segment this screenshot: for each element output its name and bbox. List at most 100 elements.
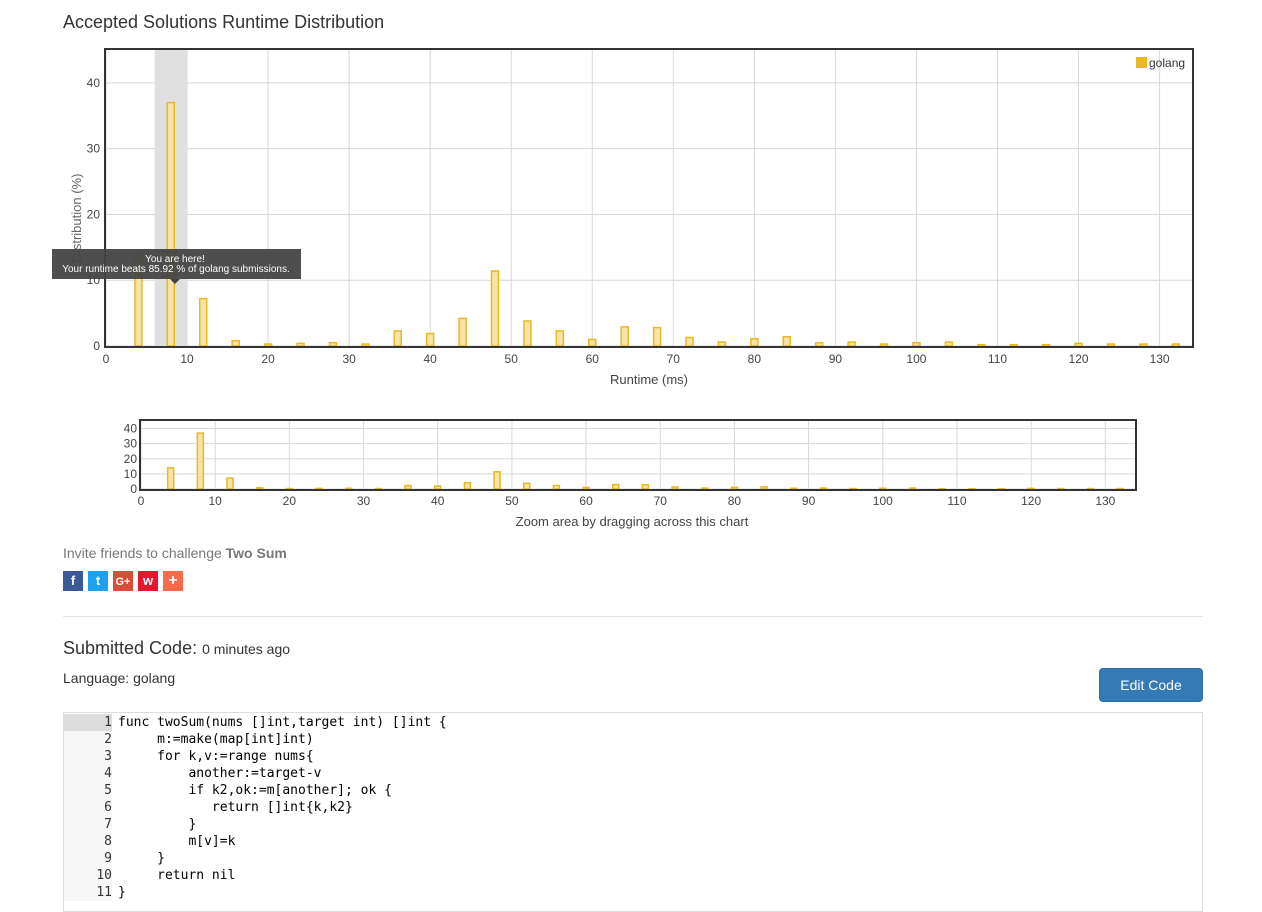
bar[interactable] (849, 487, 857, 490)
bar[interactable] (226, 477, 234, 490)
bar[interactable] (458, 317, 467, 347)
code-line[interactable]: 7 } (64, 816, 1202, 833)
bar[interactable] (671, 486, 679, 490)
bar[interactable] (685, 336, 694, 347)
code-line[interactable]: 9 } (64, 850, 1202, 867)
bar[interactable] (328, 341, 338, 347)
bar[interactable] (847, 341, 856, 347)
code-text[interactable]: } (118, 885, 126, 900)
code-line[interactable]: 6 return []int{k,k2} (64, 799, 1202, 816)
bar[interactable] (522, 482, 531, 490)
code-text[interactable]: m[v]=k (118, 834, 236, 849)
bar[interactable] (977, 343, 986, 347)
bar[interactable] (814, 341, 824, 347)
bar[interactable] (555, 330, 565, 347)
bar[interactable] (463, 481, 472, 490)
bar[interactable] (196, 432, 205, 490)
code-line[interactable]: 3 for k,v:=range nums{ (64, 748, 1202, 765)
code-line[interactable]: 11} (64, 884, 1202, 901)
bar[interactable] (582, 486, 590, 490)
bar[interactable] (490, 270, 500, 347)
bar[interactable] (315, 487, 323, 490)
bar[interactable] (944, 341, 954, 347)
code-line[interactable]: 5 if k2,ok:=m[another]; ok { (64, 782, 1202, 799)
runtime-distribution-chart[interactable]: 0 10 20 30 40 50 60 70 80 90 100 110 120 130 0 10 20 30 4… (0, 38, 1262, 388)
bar[interactable] (611, 483, 620, 490)
bar[interactable] (730, 486, 739, 490)
code-text[interactable]: m:=make(map[int]int) (118, 732, 314, 747)
bar[interactable] (717, 341, 727, 347)
weibo-share-icon[interactable]: w (138, 571, 158, 591)
code-line[interactable]: 4 another:=target-v (64, 765, 1202, 782)
bar[interactable] (701, 487, 709, 490)
code-text[interactable]: } (118, 817, 197, 832)
bar[interactable] (908, 487, 917, 490)
bar[interactable] (652, 326, 662, 347)
code-text[interactable]: func twoSum(nums []int,target int) []int… (118, 715, 447, 730)
bar[interactable] (1139, 343, 1148, 347)
code-text[interactable]: another:=target-v (118, 766, 322, 781)
bar[interactable] (296, 342, 305, 347)
bar[interactable] (750, 338, 759, 347)
bar[interactable] (588, 338, 597, 347)
x-tick-label: 100 (906, 352, 926, 366)
code-text[interactable]: if k2,ok:=m[another]; ok { (118, 783, 392, 798)
bar[interactable] (552, 484, 561, 490)
invite-label: Invite friends to challenge (63, 545, 222, 561)
bar[interactable] (404, 484, 412, 490)
bar[interactable] (361, 343, 370, 347)
code-line[interactable]: 2 m:=make(map[int]int) (64, 731, 1202, 748)
code-text[interactable]: return nil (118, 868, 236, 883)
bar[interactable] (1106, 343, 1116, 347)
bar[interactable] (199, 297, 208, 347)
bar[interactable] (166, 101, 176, 347)
bar[interactable] (231, 339, 240, 347)
code-text[interactable]: return []int{k,k2} (118, 800, 353, 815)
chart-legend[interactable]: golang (1136, 56, 1185, 70)
bar[interactable] (1171, 343, 1181, 347)
bar[interactable] (374, 487, 383, 490)
bar[interactable] (285, 487, 294, 490)
x-tick-label: 40 (423, 352, 437, 366)
code-text[interactable]: for k,v:=range nums{ (118, 749, 314, 764)
code-line[interactable]: 1 func twoSum(nums []int,target int) []in… (64, 714, 1202, 731)
bar[interactable] (879, 487, 887, 490)
bar[interactable] (425, 332, 435, 347)
bar[interactable] (1086, 487, 1095, 490)
code-line[interactable]: 8 m[v]=k (64, 833, 1202, 850)
bar[interactable] (760, 486, 768, 490)
bar[interactable] (1027, 487, 1035, 490)
bar[interactable] (1041, 343, 1051, 347)
bar[interactable] (1116, 487, 1124, 490)
bar[interactable] (263, 343, 273, 347)
more-share-icon[interactable]: + (163, 571, 183, 591)
twitter-share-icon[interactable]: t (88, 571, 108, 591)
bar[interactable] (523, 320, 532, 347)
bar[interactable] (912, 341, 921, 347)
bar[interactable] (879, 343, 889, 347)
code-editor[interactable]: 1 func twoSum(nums []int,target int) []in… (63, 712, 1203, 912)
google-plus-share-icon[interactable]: G+ (113, 571, 133, 591)
bar[interactable] (1074, 342, 1083, 347)
bar[interactable] (1057, 487, 1065, 490)
navigator-grid (140, 421, 1135, 490)
bar[interactable] (1009, 343, 1018, 347)
code-line[interactable]: 10 return nil (64, 867, 1202, 884)
bar[interactable] (255, 487, 264, 490)
bar[interactable] (620, 326, 629, 347)
bar[interactable] (782, 336, 792, 347)
bar[interactable] (641, 484, 650, 490)
code-text[interactable]: } (118, 851, 165, 866)
bar[interactable] (393, 330, 403, 347)
chart-bars[interactable] (134, 101, 1181, 347)
bar[interactable] (433, 485, 442, 490)
bar[interactable] (790, 487, 798, 490)
zoom-navigator-chart[interactable]: 0 10 20 30 40 50 60 70 80 90 100 110 120 130 01020304… (0, 410, 1262, 535)
bar[interactable] (344, 487, 353, 490)
bar[interactable] (819, 487, 828, 490)
edit-code-button[interactable]: Edit Code (1099, 668, 1203, 702)
bar[interactable] (166, 467, 175, 490)
line-number: 10 (64, 867, 112, 884)
facebook-share-icon[interactable]: f (63, 571, 83, 591)
bar[interactable] (493, 471, 501, 490)
